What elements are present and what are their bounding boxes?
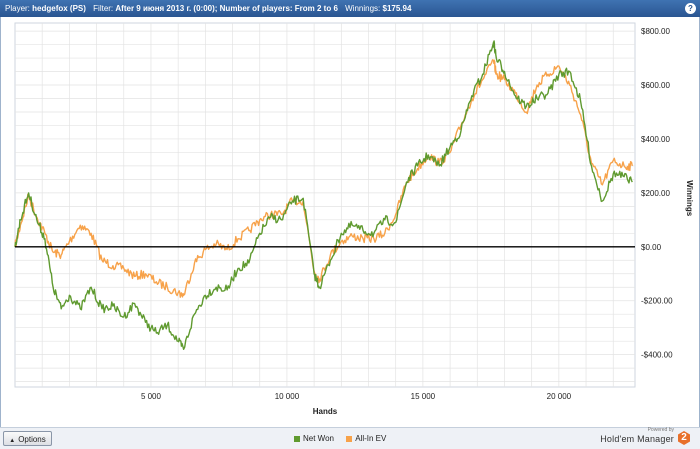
triangle-up-icon: ▲ [9,438,16,444]
help-icon[interactable]: ? [685,3,696,14]
chart-legend: Net Won All-In EV [294,434,396,443]
legend-swatch-net-won [294,435,300,442]
powered-by-text: Powered by [647,427,674,433]
y-tick-label: $800.00 [641,27,670,36]
x-axis-title: Hands [313,407,338,416]
x-tick-label: 5 000 [141,392,162,401]
winnings-value: $175.94 [382,4,412,13]
chart-canvas: $800.00 $600.00 $400.00 $200.00 $0.00 -$200.0… [14,22,694,416]
winnings-label: Winnings: [345,4,381,13]
legend-swatch-all-in-ev [346,435,353,442]
brand-name: Hold'em Manager [600,434,674,444]
legend-label-net-won: Net Won [303,434,334,443]
winnings-graph: $800.00 $600.00 $400.00 $200.00 $0.00 -$200.0… [0,17,700,427]
y-tick-label: $600.00 [641,81,670,90]
series-line-net-won [14,40,633,350]
holdem-manager-logo: 2 [678,431,690,445]
x-tick-label: 15 000 [411,392,436,401]
bottom-bar: ▲ Options Net Won All-In EV Powered by Ho… [0,427,700,449]
powered-by-brand: Powered by Hold'em Manager [600,427,674,445]
filter-info-bar: Player: hedgefox (PS) Filter: After 9 ию… [0,0,700,17]
options-button[interactable]: ▲ Options [3,431,52,446]
legend-item-net-won: Net Won [294,434,334,443]
filter-value: After 9 июня 2013 г. (0:00); Number of p… [115,4,338,13]
x-tick-label: 10 000 [275,392,300,401]
filter-label: Filter: [93,4,114,13]
player-label: Player: [5,4,30,13]
options-label: Options [18,435,46,444]
y-tick-label: -$400.00 [641,351,673,360]
y-tick-label: $400.00 [641,135,670,144]
y-tick-label: $200.00 [641,189,670,198]
x-tick-label: 20 000 [547,392,572,401]
y-tick-label: $0.00 [641,243,662,252]
legend-label-all-in-ev: All-In EV [355,434,387,443]
player-value: hedgefox (PS) [32,4,86,13]
legend-item-all-in-ev: All-In EV [346,434,386,443]
y-tick-label: -$200.00 [641,297,673,306]
y-axis-title: Winnings [685,180,694,216]
